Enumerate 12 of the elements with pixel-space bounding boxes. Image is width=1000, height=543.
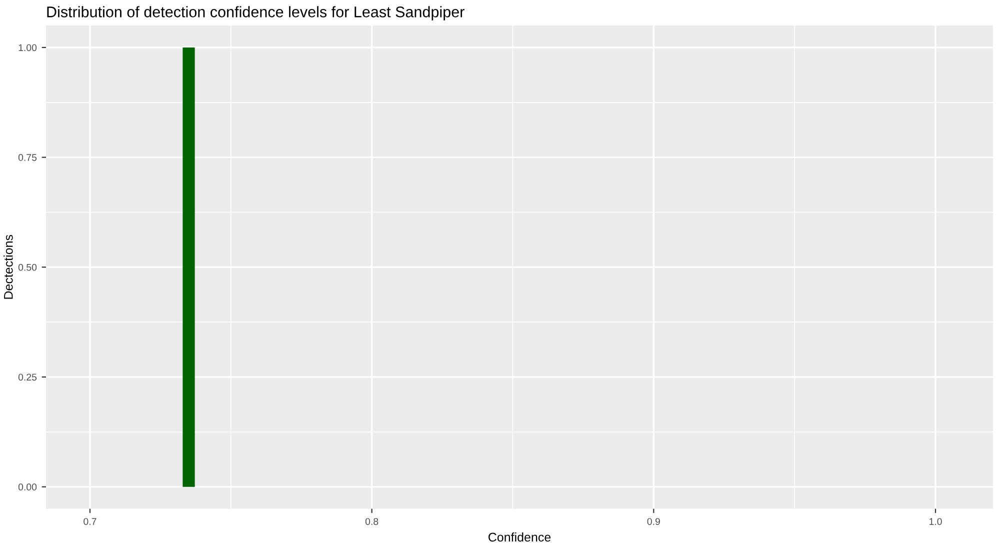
x-tick-label: 0.9 bbox=[647, 518, 660, 525]
y-axis-title: Dectections bbox=[4, 234, 13, 299]
x-tick-label: 1.0 bbox=[929, 518, 942, 525]
y-tick-label: 0.75 bbox=[18, 154, 37, 161]
x-axis-title: Confidence bbox=[488, 532, 551, 542]
chart-title: Distribution of detection confidence levels for Least Sandpiper bbox=[47, 6, 464, 20]
y-tick-label: 0.00 bbox=[18, 484, 37, 490]
y-tick-label: 0.25 bbox=[18, 374, 37, 381]
x-tick-label: 0.8 bbox=[365, 518, 378, 525]
y-tick-label: 0.50 bbox=[18, 264, 37, 271]
y-tick-label: 1.00 bbox=[18, 44, 37, 52]
x-tick-label: 0.7 bbox=[84, 518, 96, 525]
